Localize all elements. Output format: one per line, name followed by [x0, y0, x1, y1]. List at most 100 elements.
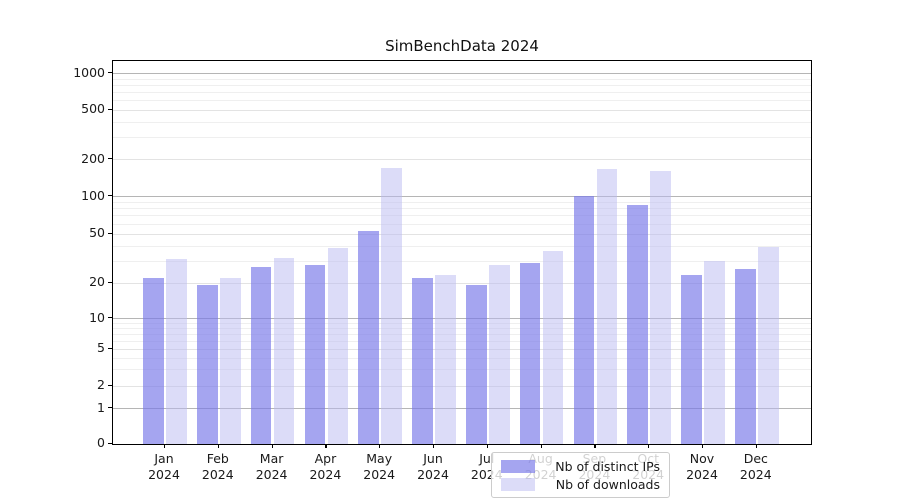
bar-nb-of-distinct-ips-apr: [304, 264, 326, 444]
y-tick-label: 10: [89, 309, 105, 325]
x-tick-label: Nov 2024: [686, 451, 718, 482]
gridline: [113, 201, 811, 203]
gridline: [113, 73, 811, 75]
x-tick-mark: [271, 444, 273, 448]
x-tick-label: Feb 2024: [201, 451, 234, 482]
plot-area: [113, 61, 811, 444]
y-tick-mark: [108, 72, 112, 74]
gridline: [113, 121, 811, 123]
y-tick-mark: [108, 442, 112, 444]
legend-item-distinct-ips: Nb of distinct IPs: [501, 459, 660, 474]
gridline: [113, 318, 811, 320]
y-tick-label: 20: [89, 274, 105, 290]
x-tick-label: May 2024: [363, 451, 396, 482]
gridline: [113, 282, 811, 284]
y-tick-label: 5: [97, 340, 105, 356]
gridline: [113, 333, 811, 335]
bar-nb-of-downloads-apr: [327, 248, 349, 444]
y-tick-label: 100: [81, 187, 105, 203]
x-tick-mark: [217, 444, 219, 448]
y-tick-label: 0: [97, 435, 105, 451]
bar-nb-of-distinct-ips-aug: [519, 262, 541, 444]
x-tick-mark: [540, 444, 542, 448]
gridline: [113, 385, 811, 387]
y-tick-mark: [108, 317, 112, 319]
gridline: [113, 215, 811, 217]
bar-nb-of-downloads-jun: [435, 275, 456, 444]
gridline: [113, 78, 811, 80]
bar-nb-of-downloads-jan: [166, 259, 187, 444]
plot-frame: Nb of distinct IPs Nb of downloads: [112, 60, 812, 498]
bar-nb-of-distinct-ips-jun: [412, 277, 433, 444]
gridline: [113, 84, 811, 86]
x-tick-mark: [702, 444, 704, 448]
gridline: [113, 260, 811, 262]
y-tick-mark: [108, 195, 112, 197]
y-tick-mark: [108, 158, 112, 160]
gridline: [113, 208, 811, 210]
bar-nb-of-downloads-may: [381, 167, 403, 444]
y-tick-mark: [108, 232, 112, 234]
y-tick-label: 1000: [73, 64, 105, 80]
legend: Nb of distinct IPs Nb of downloads: [491, 452, 670, 498]
bar-nb-of-distinct-ips-dec: [734, 268, 756, 444]
gridline: [113, 233, 811, 235]
bar-nb-of-downloads-nov: [704, 260, 725, 444]
bar-nb-of-distinct-ips-nov: [681, 275, 702, 444]
x-tick-label: Apr 2024: [309, 451, 342, 482]
x-tick-mark: [648, 444, 650, 448]
x-tick-mark: [594, 444, 596, 448]
bar-nb-of-downloads-oct: [650, 170, 672, 444]
bar-nb-of-distinct-ips-mar: [250, 266, 272, 444]
x-tick-mark: [164, 444, 166, 448]
legend-label-downloads: Nb of downloads: [555, 476, 660, 492]
bar-nb-of-downloads-mar: [273, 257, 295, 444]
bar-nb-of-downloads-aug: [542, 251, 564, 444]
x-tick-mark: [379, 444, 381, 448]
y-tick-mark: [108, 384, 112, 386]
bar-nb-of-downloads-sep: [596, 169, 618, 444]
x-tick-mark: [325, 444, 327, 448]
chart-title: SimBenchData 2024: [385, 37, 539, 55]
x-tick-label: Jan 2024: [148, 451, 180, 482]
gridline: [113, 196, 811, 198]
y-tick-label: 200: [81, 150, 105, 166]
bar-nb-of-distinct-ips-may: [358, 231, 380, 444]
gridline: [113, 357, 811, 359]
x-tick-mark: [433, 444, 435, 448]
legend-swatch-distinct-ips: [501, 459, 535, 473]
x-tick-label: Dec 2024: [739, 451, 772, 482]
bar-nb-of-distinct-ips-jul: [465, 285, 487, 444]
y-tick-label: 50: [89, 225, 105, 240]
y-tick-mark: [108, 407, 112, 409]
y-tick-mark: [108, 281, 112, 283]
x-tick-label: Mar 2024: [255, 451, 288, 482]
gridline: [113, 109, 811, 111]
x-tick-label: Jun 2024: [417, 451, 449, 482]
gridline: [113, 328, 811, 330]
legend-swatch-downloads: [501, 477, 535, 491]
y-tick-label: 500: [81, 101, 105, 117]
gridline: [113, 408, 811, 410]
x-tick-mark: [486, 444, 488, 448]
gridline: [113, 245, 811, 247]
bar-nb-of-distinct-ips-oct: [627, 204, 649, 444]
gridline: [113, 340, 811, 342]
legend-item-downloads: Nb of downloads: [501, 477, 660, 492]
y-tick-mark: [108, 108, 112, 110]
y-tick-label: 1: [97, 399, 105, 415]
gridline: [113, 159, 811, 160]
legend-label-distinct-ips: Nb of distinct IPs: [555, 458, 660, 474]
bar-nb-of-downloads-feb: [219, 277, 241, 444]
bar-nb-of-distinct-ips-feb: [196, 285, 218, 444]
x-tick-mark: [755, 444, 757, 448]
gridline: [113, 223, 811, 225]
gridline: [113, 92, 811, 94]
bar-nb-of-downloads-dec: [757, 246, 779, 444]
y-tick-label: 2: [97, 377, 105, 392]
gridline: [113, 348, 811, 350]
y-tick-mark: [108, 347, 112, 349]
bar-nb-of-distinct-ips-sep: [573, 196, 595, 444]
gridline: [113, 100, 811, 102]
